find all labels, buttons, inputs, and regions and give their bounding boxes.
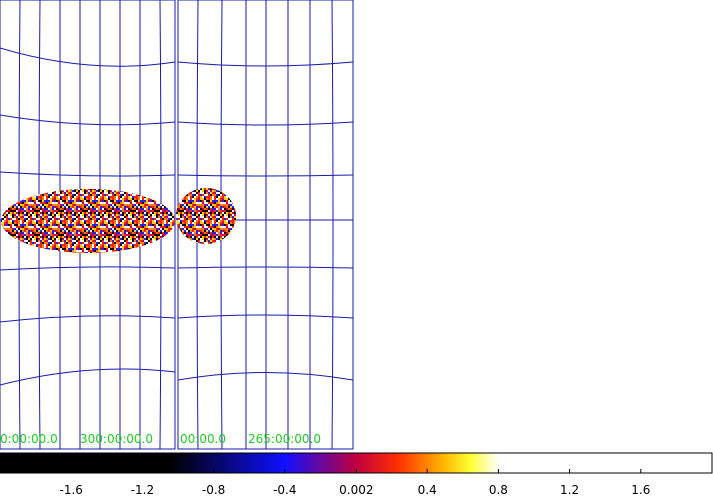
colorbar-ticks: -1.6 -1.2 -0.8 -0.4 0.002 0.4 0.8 1.2 1.6 [59,469,650,497]
tick-label: 0.002 [339,483,373,497]
tick-label: 1.2 [560,483,579,497]
axis-label: 265:00:00.0 [248,432,321,446]
tick-label: 1.6 [631,483,650,497]
axis-label: 00:00.0 [180,432,226,446]
source-image [176,188,236,244]
tick-label: 0.8 [489,483,508,497]
tick-label: -1.2 [131,483,154,497]
frame-2: 00:00.0 265:00:00.0 [176,0,354,450]
tick-label: -0.8 [202,483,225,497]
tick-label: -0.4 [273,483,296,497]
source-image [1,189,175,253]
frame-1: 0:00:00.0 300:00:00.0 [0,0,176,450]
tick-label: -1.6 [59,483,82,497]
tick-label: 0.4 [418,483,437,497]
axis-label: 300:00:00.0 [80,432,153,446]
axis-label: 0:00:00.0 [0,432,58,446]
